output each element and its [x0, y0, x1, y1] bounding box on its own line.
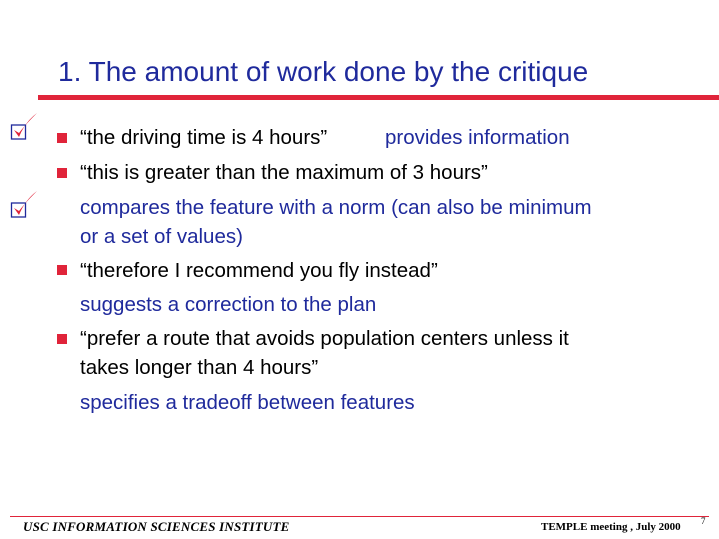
bullet-quote-maximum: “this is greater than the maximum of 3 h… [80, 161, 488, 184]
title-divider [38, 95, 719, 100]
bullet-quote-prefer-route: “prefer a route that avoids population c… [80, 327, 569, 350]
annotation-compares-feature: compares the feature with a norm (can al… [80, 196, 592, 219]
annotation-suggests-correction: suggests a correction to the plan [80, 293, 377, 316]
annotation-compares-feature-cont: or a set of values) [80, 225, 243, 248]
annotation-specifies-tradeoff: specifies a tradeoff between features [80, 391, 415, 414]
bullet-quote-driving-time: “the driving time is 4 hours” [80, 126, 328, 149]
square-bullet-icon [57, 334, 67, 344]
checkmark-icon [10, 113, 37, 140]
square-bullet-icon [57, 133, 67, 143]
page-number: 7 [701, 516, 706, 526]
bullet-quote-prefer-route-cont: takes longer than 4 hours” [80, 356, 319, 379]
checkmark-icon [10, 191, 37, 218]
bullet-quote-recommend-fly: “therefore I recommend you fly instead” [80, 259, 438, 282]
footer-divider [10, 516, 709, 517]
footer-institute: USC INFORMATION SCIENCES INSTITUTE [23, 519, 290, 534]
footer-meeting: TEMPLE meeting , July 2000 [541, 521, 681, 533]
square-bullet-icon [57, 265, 67, 275]
square-bullet-icon [57, 168, 67, 178]
slide-title: 1. The amount of work done by the critiq… [58, 56, 589, 87]
annotation-provides-information: provides information [385, 126, 570, 149]
